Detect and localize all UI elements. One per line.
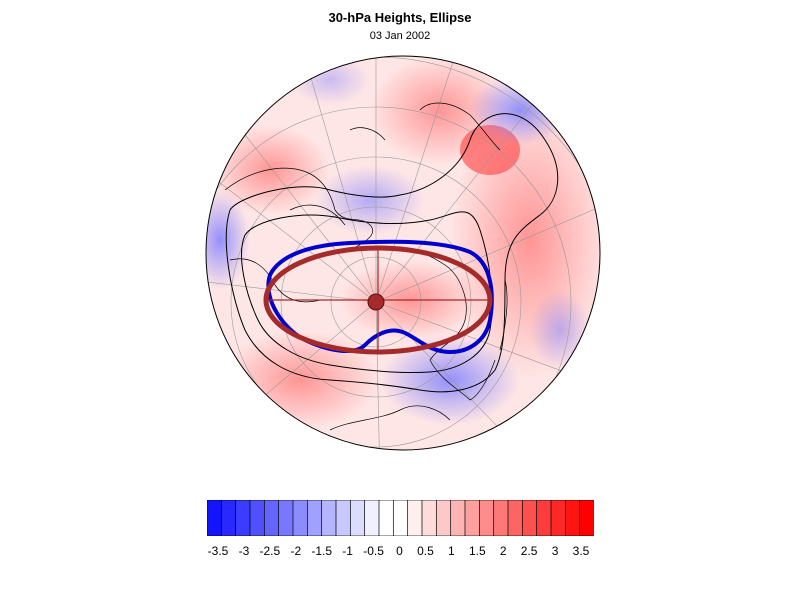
colorbar-swatch (263, 500, 280, 536)
colorbar-swatch (435, 500, 452, 536)
colorbar-swatch (579, 500, 594, 536)
colorbar-swatch (392, 500, 409, 536)
reference-contour (225, 113, 559, 393)
colorbar-swatch (278, 500, 294, 536)
colorbar-tick-label: 2.5 (520, 544, 538, 558)
colorbar-swatch (493, 500, 509, 536)
colorbar-tick-label: 1 (448, 544, 455, 558)
colorbar-tick-label: 3.5 (572, 544, 590, 558)
colorbar-swatch (306, 500, 323, 536)
colorbar-tick-label: -0.5 (363, 544, 384, 558)
colorbar-swatch (450, 500, 466, 536)
colorbar-swatch (378, 500, 394, 536)
colorbar-tick-label: 3 (551, 544, 559, 558)
colorbar (207, 500, 594, 536)
colorbar-tick-label: -2 (290, 544, 302, 558)
colorbar-tick-label: 2 (499, 544, 507, 558)
colorbar-swatch (550, 500, 566, 536)
colorbar-swatch (421, 500, 437, 536)
colorbar-labels: -3.5 -3 -2.5 -2 -1.5 -1 -0.5 0 0.5 1 1.5 2 2.5 3 3.5 (0, 544, 800, 560)
ellipse-center-marker (367, 293, 385, 311)
colorbar-tick-label: -2.5 (259, 544, 281, 558)
colorbar-swatch (349, 500, 366, 536)
colorbar-swatch (521, 500, 538, 536)
inner-reference-contour (241, 211, 493, 374)
colorbar-tick-label: -1.5 (311, 544, 333, 558)
colorbar-swatch (292, 500, 308, 536)
map-date-subtitle: 03 Jan 2002 (369, 30, 431, 42)
colorbar-swatch (478, 500, 495, 536)
colorbar-swatch (235, 500, 251, 536)
coastlines (224, 102, 508, 431)
colorbar-swatch (564, 500, 581, 536)
colorbar-swatch (220, 500, 237, 536)
colorbar-tick-label: 0.5 (417, 544, 434, 558)
colorbar-tick-label: 0 (396, 544, 403, 558)
colorbar-swatch (335, 500, 351, 536)
colorbar-tick-label: 1.5 (468, 544, 486, 558)
colorbar-swatch (364, 500, 380, 536)
colorbar-swatch (536, 500, 552, 536)
colorbar-swatch (321, 500, 337, 536)
anomaly-field (206, 56, 600, 450)
colorbar-tick-label: -3.5 (207, 544, 229, 558)
colorbar-swatch (407, 500, 423, 536)
colorbar-tick-label: -1 (342, 544, 353, 558)
colorbar-swatch (249, 500, 265, 536)
map-title: 30-hPa Heights, Ellipse (328, 10, 472, 25)
colorbar-swatch (207, 500, 222, 536)
map-boundary (205, 55, 601, 451)
colorbar-tick-label: -3 (238, 544, 250, 558)
colorbar-swatch (507, 500, 523, 536)
colorbar-swatch (464, 500, 480, 536)
